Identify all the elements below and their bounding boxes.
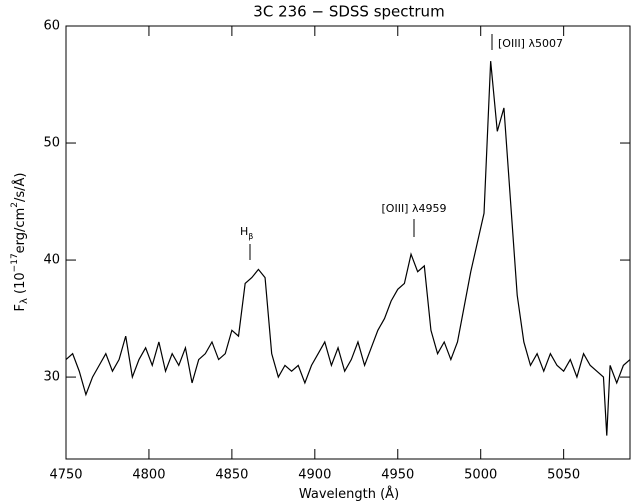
- label-part: F: [13, 304, 28, 311]
- x-tick-label: 4950: [381, 468, 414, 483]
- x-tick-label: 4850: [215, 468, 248, 483]
- spectrum-line: [65, 61, 631, 436]
- label-part: erg/cm: [13, 208, 28, 254]
- x-tick-label: 4750: [49, 468, 82, 483]
- label-part: H: [240, 225, 248, 238]
- y-tick-label: 60: [43, 19, 60, 34]
- label-part: Å: [12, 177, 28, 186]
- plot-frame: [65, 25, 631, 460]
- label-part: β: [248, 232, 253, 241]
- label-part: 2: [10, 202, 20, 208]
- y-axis-label: Fλ (10−17erg/cm2/s/Å): [10, 173, 31, 312]
- label-part: −17: [10, 253, 20, 272]
- x-axis-label: Wavelength (Å): [299, 486, 399, 502]
- label-part: (10: [13, 272, 28, 298]
- annotation: [OIII] λ5007: [498, 37, 563, 50]
- annotation: [OIII] λ4959: [382, 202, 447, 215]
- y-tick-label: 40: [43, 253, 60, 268]
- x-tick-label: 4800: [132, 468, 165, 483]
- annotation: Hβ: [240, 225, 253, 241]
- label-part: Wavelength (: [299, 487, 385, 502]
- chart-title: 3C 236 − SDSS spectrum: [253, 3, 444, 21]
- x-tick-label: 4900: [298, 468, 331, 483]
- label-part: Å: [385, 486, 394, 502]
- label-part: ): [394, 487, 399, 502]
- label-part: λ: [19, 298, 30, 304]
- x-tick-label: 5050: [547, 468, 580, 483]
- label-part: /s/: [13, 186, 28, 202]
- y-tick-label: 30: [43, 370, 60, 385]
- x-tick-label: 5000: [464, 468, 497, 483]
- y-tick-label: 50: [43, 136, 60, 151]
- label-part: ): [13, 173, 28, 178]
